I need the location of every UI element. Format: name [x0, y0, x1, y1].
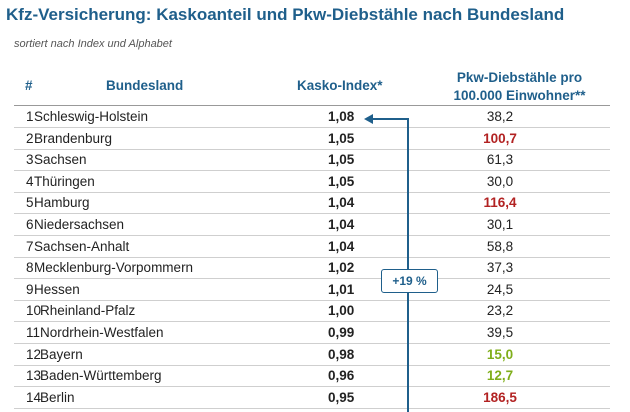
row-kasko-index: 1,04 — [328, 195, 355, 211]
row-kasko-index: 0,95 — [328, 389, 355, 405]
page-subtitle: sortiert nach Index und Alphabet — [14, 38, 172, 50]
row-number: 4 — [26, 173, 34, 189]
row-theft-rate: 58,8 — [486, 238, 514, 254]
row-kasko-index: 1,04 — [328, 238, 355, 254]
arrow-arm — [372, 118, 409, 120]
row-kasko-index: 1,08 — [328, 109, 355, 124]
row-number: 7 — [26, 238, 34, 254]
table-row: 5 Hamburg 1,04 116,4 — [14, 192, 610, 215]
increase-badge: +19 % — [381, 269, 438, 293]
row-theft-rate: 15,0 — [486, 346, 514, 362]
row-bundesland: Hessen — [34, 281, 80, 297]
table-row: 10 Rheinland-Pfalz 1,00 23,2 — [14, 300, 610, 323]
table-row: 2 Brandenburg 1,05 100,7 — [14, 128, 610, 150]
row-kasko-index: 1,01 — [328, 281, 355, 297]
row-bundesland: Bayern — [40, 346, 83, 362]
row-bundesland: Hamburg — [34, 195, 90, 211]
row-number: 14 — [26, 389, 42, 405]
row-theft-rate: 30,1 — [486, 217, 514, 232]
table-row: 13 Baden-Württemberg 0,96 12,7 — [14, 365, 610, 388]
header-theft: Pkw-Diebstähle pro 100.000 Einwohner** — [432, 69, 607, 105]
row-number: 12 — [26, 346, 42, 362]
row-kasko-index: 0,96 — [328, 368, 355, 384]
table-row: 8 Mecklenburg-Vorpommern 1,02 37,3 — [14, 257, 610, 280]
table-row: 12 Bayern 0,98 15,0 — [14, 344, 610, 366]
row-number: 1 — [26, 109, 34, 124]
row-bundesland: Sachsen-Anhalt — [34, 238, 130, 254]
row-bundesland: Thüringen — [34, 173, 95, 189]
row-kasko-index: 1,05 — [328, 130, 355, 146]
row-kasko-index: 0,98 — [328, 346, 355, 362]
row-kasko-index: 1,05 — [328, 152, 355, 168]
row-theft-rate: 12,7 — [486, 368, 514, 384]
row-bundesland: Niedersachsen — [34, 217, 125, 232]
row-number: 2 — [26, 130, 34, 146]
table-row: 7 Sachsen-Anhalt 1,04 58,8 — [14, 236, 610, 258]
row-theft-rate: 39,5 — [486, 325, 514, 340]
arrow-shaft — [407, 118, 409, 412]
row-number: 11 — [26, 325, 41, 340]
row-bundesland: Berlin — [40, 389, 75, 405]
row-number: 5 — [26, 195, 34, 211]
row-bundesland: Baden-Württemberg — [40, 368, 162, 384]
header-theft-line2: 100.000 Einwohner** — [453, 88, 586, 103]
header-num: # — [25, 78, 33, 93]
row-kasko-index: 1,00 — [328, 303, 355, 319]
row-number: 3 — [26, 152, 34, 168]
row-number: 10 — [26, 303, 42, 319]
row-number: 6 — [26, 217, 34, 232]
row-bundesland: Brandenburg — [34, 130, 113, 146]
header-bundesland: Bundesland — [106, 78, 184, 93]
row-kasko-index: 0,99 — [328, 325, 355, 340]
row-theft-rate: 24,5 — [486, 281, 514, 297]
row-theft-rate: 100,7 — [483, 130, 517, 146]
table-row: 3 Sachsen 1,05 61,3 — [14, 149, 610, 172]
row-bundesland: Rheinland-Pfalz — [40, 303, 136, 319]
row-theft-rate: 61,3 — [486, 152, 514, 168]
header-divider — [14, 105, 610, 106]
row-number: 13 — [26, 368, 42, 384]
table-row: 11 Nordrhein-Westfalen 0,99 39,5 — [14, 322, 610, 344]
header-kasko-index: Kasko-Index* — [297, 78, 383, 93]
row-theft-rate: 37,3 — [486, 260, 514, 276]
table-row: 6 Niedersachsen 1,04 30,1 — [14, 214, 610, 236]
row-kasko-index: 1,02 — [328, 260, 355, 276]
row-bundesland: Nordrhein-Westfalen — [40, 325, 164, 340]
row-kasko-index: 1,05 — [328, 173, 355, 189]
row-theft-rate: 116,4 — [483, 195, 517, 211]
table-row: 14 Berlin 0,95 186,5 — [14, 387, 610, 409]
header-theft-line1: Pkw-Diebstähle pro — [456, 70, 583, 85]
row-theft-rate: 30,0 — [486, 173, 514, 189]
row-theft-rate: 186,5 — [483, 389, 517, 405]
row-bundesland: Schleswig-Holstein — [34, 109, 149, 124]
row-number: 8 — [26, 260, 34, 276]
table-row: 9 Hessen 1,01 24,5 — [14, 279, 610, 301]
table-row: 1 Schleswig-Holstein 1,08 38,2 — [14, 106, 610, 128]
page-title: Kfz-Versicherung: Kaskoanteil und Pkw-Di… — [6, 5, 565, 24]
row-bundesland: Mecklenburg-Vorpommern — [34, 260, 194, 276]
row-number: 9 — [26, 281, 34, 297]
row-theft-rate: 23,2 — [486, 303, 514, 319]
row-bundesland: Sachsen — [34, 152, 87, 168]
row-kasko-index: 1,04 — [328, 217, 355, 232]
table-row: 4 Thüringen 1,05 30,0 — [14, 171, 610, 193]
row-theft-rate: 38,2 — [486, 109, 514, 124]
arrow-left-icon — [364, 114, 373, 124]
